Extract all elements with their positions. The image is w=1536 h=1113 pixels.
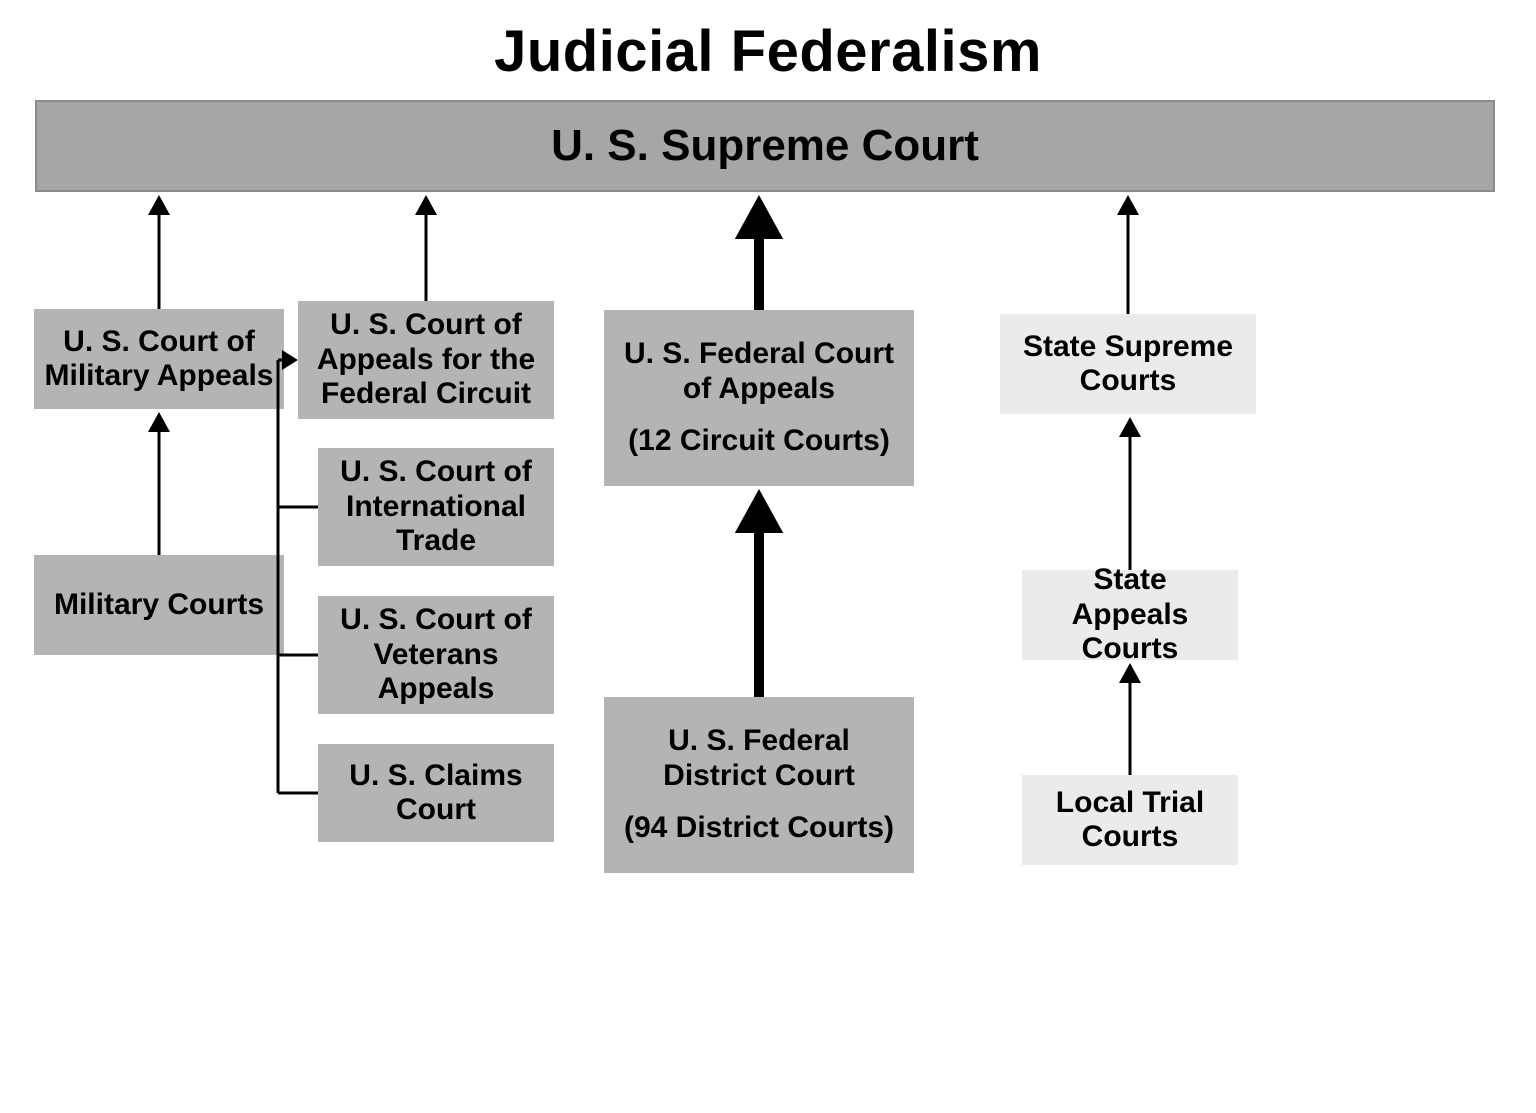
node-federal-district: U. S. Federal District Court (94 Distric… — [604, 697, 914, 873]
node-state-appeals: State Appeals Courts — [1022, 570, 1238, 660]
node-federal-appeals: U. S. Federal Court of Appeals (12 Circu… — [604, 310, 914, 486]
node-federal-appeals-line1: U. S. Federal Court of Appeals — [614, 337, 904, 406]
node-veterans-appeals: U. S. Court of Veterans Appeals — [318, 596, 554, 714]
node-military-appeals: U. S. Court of Military Appeals — [34, 309, 284, 409]
node-federal-circuit: U. S. Court of Appeals for the Federal C… — [298, 301, 554, 419]
node-federal-district-line2: (94 District Courts) — [614, 811, 904, 846]
node-claims-court: U. S. Claims Court — [318, 744, 554, 842]
node-federal-appeals-line2: (12 Circuit Courts) — [614, 424, 904, 459]
diagram-title: Judicial Federalism — [0, 18, 1536, 85]
node-international-trade: U. S. Court of International Trade — [318, 448, 554, 566]
node-military-courts: Military Courts — [34, 555, 284, 655]
node-local-trial: Local Trial Courts — [1022, 775, 1238, 865]
node-federal-district-line1: U. S. Federal District Court — [614, 724, 904, 793]
node-supreme-court: U. S. Supreme Court — [35, 100, 1495, 192]
node-state-supreme: State Supreme Courts — [1000, 314, 1256, 414]
diagram-canvas: Judicial Federalism U. S. Supreme Court … — [0, 0, 1536, 1113]
